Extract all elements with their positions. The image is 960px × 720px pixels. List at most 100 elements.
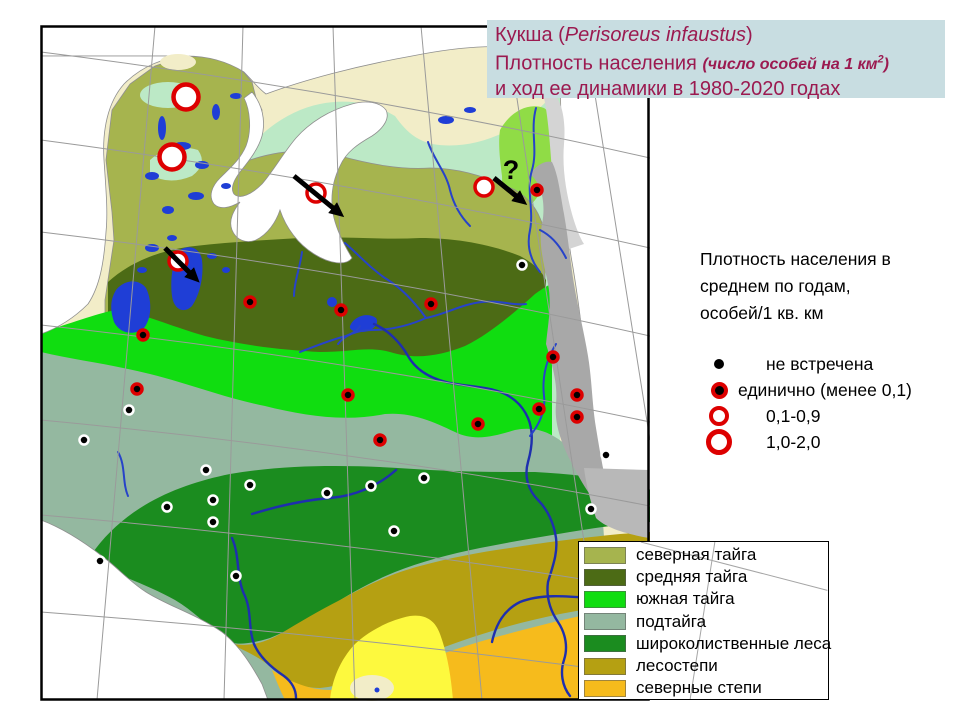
- zone-legend-label: лесостепи: [636, 656, 718, 676]
- marker-not-found: [123, 404, 135, 416]
- zone-color-swatch-n-steppe: [584, 679, 626, 697]
- gray-strips: [530, 92, 649, 538]
- zone-legend-row-s-taiga: южная тайга: [584, 588, 828, 610]
- zone-color-swatch-n-taiga: [584, 546, 626, 564]
- marker-density-single: [471, 417, 485, 431]
- marker-not-found: [230, 570, 242, 582]
- river-upper-volga: [299, 325, 361, 353]
- zone-legend-label: северная тайга: [636, 545, 757, 565]
- marker-density-single: [243, 295, 257, 309]
- density-legend: Плотность населения в среднем по годам, ос…: [700, 246, 955, 455]
- marker-not-found: [321, 487, 333, 499]
- zone-legend-row-n-steppe: северные степи: [584, 677, 828, 699]
- zone-region-pale-spot: [350, 675, 394, 701]
- zone-color-swatch-broadleaf: [584, 635, 626, 653]
- marker-not-found: [516, 259, 528, 271]
- marker-density-single: [373, 433, 387, 447]
- zone-region-forest-steppe: [225, 532, 650, 688]
- marker-density-single: [424, 297, 438, 311]
- zone-legend-label: северные степи: [636, 678, 762, 698]
- zone-legend-row-broadleaf: широколиственные леса: [584, 633, 831, 655]
- light-gray-strip: [544, 92, 584, 250]
- marker-density-single: [130, 382, 144, 396]
- question-mark-annotation: ?: [503, 155, 520, 185]
- density-legend-title-line: среднем по годам,: [700, 276, 851, 296]
- marker-not-found: [207, 516, 219, 528]
- marker-density-single: [341, 388, 355, 402]
- density-legend-label: не встречена: [766, 353, 874, 374]
- marker-not-found: [94, 555, 106, 567]
- river-volga: [372, 322, 572, 698]
- river-usa: [539, 229, 567, 259]
- zone-legend-label: подтайга: [636, 611, 707, 631]
- marker-not-found: [207, 494, 219, 506]
- marker-density-single: [546, 350, 560, 364]
- zone-region-n-steppe: [272, 605, 650, 700]
- zone-color-swatch-s-taiga: [584, 590, 626, 608]
- ural-gray-strip: [530, 161, 612, 506]
- marker-density-single: [334, 303, 348, 317]
- marker-not-found: [585, 503, 597, 515]
- marker-density-single: [136, 328, 150, 342]
- title-line-3: и ход ее динамики в 1980-2020 годах: [495, 78, 841, 101]
- zone-legend: северная тайга средняя тайга южная тайга по…: [578, 541, 831, 700]
- marker-not-found: [600, 449, 612, 461]
- title-box: Кукша (Perisoreus infaustus) Плотность н…: [487, 20, 945, 100]
- title-line-1: Кукша (Perisoreus infaustus): [495, 24, 753, 46]
- symbol-cell: [700, 429, 738, 455]
- zone-legend-row-forest-steppe: лесостепи: [584, 655, 828, 677]
- gray-wedge: [584, 468, 649, 538]
- zone-color-swatch-subtaiga: [584, 613, 626, 631]
- red-ring-dot-icon: [710, 381, 728, 399]
- title-line-2: Плотность населения (число особей на 1 к…: [495, 52, 889, 75]
- zone-legend-row-subtaiga: подтайга: [584, 611, 828, 633]
- marker-density-single: [532, 402, 546, 416]
- marker-density-high: [171, 82, 201, 112]
- zone-legend-label: средняя тайга: [636, 567, 748, 587]
- density-legend-rows: не встречена единично (менее 0,1) 0,1-0,9 1…: [700, 351, 955, 455]
- density-legend-item-circle-large: 1,0-2,0: [700, 429, 955, 455]
- marker-density-high: [157, 142, 187, 172]
- symbol-cell: [700, 381, 738, 399]
- river-pechora: [527, 107, 541, 273]
- marker-not-found: [365, 480, 377, 492]
- density-legend-label: 0,1-0,9: [766, 405, 821, 426]
- river-oka: [250, 468, 398, 516]
- marker-density-single: [570, 388, 584, 402]
- trend-decline-arrow: [163, 246, 200, 283]
- west-sea: [40, 55, 187, 335]
- circle-large-icon: [706, 429, 732, 455]
- river-mezen: [427, 141, 471, 227]
- density-legend-item-red-ring-dot: единично (менее 0,1): [700, 377, 955, 403]
- density-legend-label: единично (менее 0,1): [738, 379, 912, 400]
- density-legend-title: Плотность населения в среднем по годам, ос…: [700, 246, 955, 327]
- zone-legend-label: южная тайга: [636, 589, 735, 609]
- map-frame-border: [40, 25, 650, 701]
- zone-legend-row-n-taiga: северная тайга: [584, 544, 828, 566]
- rybinsk-reservoir: [349, 315, 378, 332]
- rivers: [117, 107, 650, 700]
- density-legend-item-black-dot: не встречена: [700, 351, 955, 377]
- lake-imandra: [158, 116, 166, 140]
- kola-tundra-patch: [160, 54, 196, 70]
- marker-not-found: [161, 501, 173, 513]
- density-legend-label: 1,0-2,0: [766, 431, 821, 452]
- black-dot-icon: [714, 359, 724, 369]
- marker-density-low: [473, 176, 495, 198]
- trend-decline-arrow: [292, 174, 345, 218]
- zone-region-broadleaf: [88, 466, 650, 644]
- river-small-west: [117, 451, 129, 497]
- river-vychegda: [425, 300, 527, 319]
- marker-not-found: [78, 434, 90, 446]
- marker-not-found: [388, 525, 400, 537]
- circle-small-icon: [709, 406, 729, 426]
- vegetation-zones-map: ?: [40, 25, 650, 701]
- marker-not-found: [418, 472, 430, 484]
- symbol-cell: [700, 359, 738, 369]
- zone-legend-rows: северная тайга средняя тайга южная тайга по…: [584, 544, 831, 699]
- density-legend-item-circle-small: 0,1-0,9: [700, 403, 955, 429]
- river-onega: [293, 251, 303, 297]
- zone-color-swatch-forest-steppe: [584, 657, 626, 675]
- river-sukhona: [337, 317, 427, 345]
